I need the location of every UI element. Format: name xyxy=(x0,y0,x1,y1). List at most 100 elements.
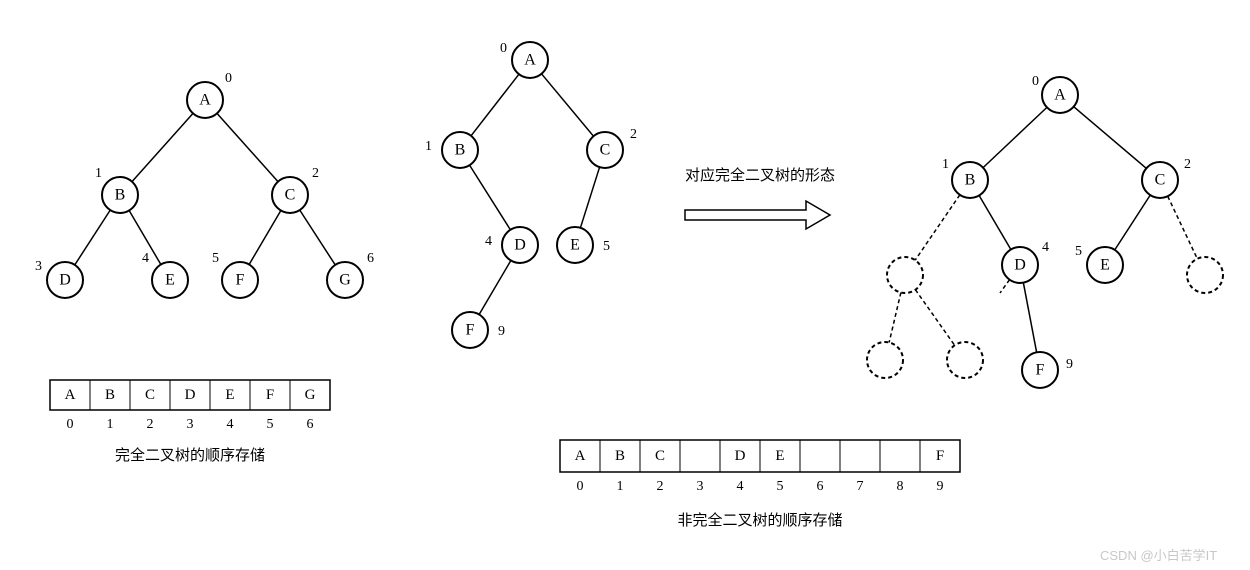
tree-node: B1 xyxy=(95,166,138,213)
table-index: 3 xyxy=(697,479,704,494)
complete-form-tree: A0B1C2D4E5F9 xyxy=(867,74,1223,388)
table-index: 1 xyxy=(107,417,114,432)
tree-node xyxy=(887,257,923,293)
table-index: 2 xyxy=(657,479,664,494)
node-index: 2 xyxy=(630,127,637,142)
incomplete-tree-array: A 0 B 1 C 2 3 D 4 E 5 6 7 8 F 9 xyxy=(560,440,960,494)
table-index: 8 xyxy=(897,479,904,494)
node-label: D xyxy=(59,272,71,289)
complete-tree-array: A 0 B 1 C 2 D 3 E 4 F 5 G 6 xyxy=(50,380,330,432)
table-index: 9 xyxy=(937,479,944,494)
table-index: 7 xyxy=(857,479,864,494)
tree-node: E5 xyxy=(557,227,610,263)
tree-node: B1 xyxy=(425,132,478,168)
tree-node xyxy=(1187,257,1223,293)
tree-node: A0 xyxy=(500,41,548,78)
node-label: B xyxy=(115,187,126,204)
table-index: 4 xyxy=(227,417,234,432)
node-index: 5 xyxy=(1075,244,1082,259)
table-cell: D xyxy=(185,387,196,403)
table-index: 6 xyxy=(817,479,824,494)
table-index: 5 xyxy=(267,417,274,432)
caption-complete: 完全二叉树的顺序存储 xyxy=(115,446,265,464)
tree-node: C2 xyxy=(1142,157,1191,198)
node-index: 5 xyxy=(212,251,219,266)
tree-node: D3 xyxy=(35,259,83,298)
tree-node: C2 xyxy=(587,127,637,168)
node-label: C xyxy=(285,187,296,204)
table-cell: A xyxy=(65,387,76,403)
node-label: A xyxy=(199,92,211,109)
node-label: C xyxy=(1155,172,1166,189)
table-index: 4 xyxy=(737,479,744,494)
node-index: 2 xyxy=(312,166,319,181)
node-index: 4 xyxy=(485,234,492,249)
node-label: E xyxy=(570,237,580,254)
tree-node: A0 xyxy=(187,71,232,118)
tree-node xyxy=(947,342,983,378)
table-index: 0 xyxy=(577,479,584,494)
table-cell: A xyxy=(575,448,586,464)
tree-node: F9 xyxy=(1022,352,1073,388)
node-index: 3 xyxy=(35,259,42,274)
tree-node: F9 xyxy=(452,312,505,348)
tree-node: E4 xyxy=(142,251,188,298)
table-index: 5 xyxy=(777,479,784,494)
node-index: 0 xyxy=(500,41,507,56)
tree-node: B1 xyxy=(942,157,988,198)
node-index: 1 xyxy=(95,166,102,181)
tree-node: C2 xyxy=(272,166,319,213)
node-label: F xyxy=(236,272,245,289)
node-label: D xyxy=(1014,257,1026,274)
table-index: 3 xyxy=(187,417,194,432)
node-label: A xyxy=(1054,87,1066,104)
tree-node: A0 xyxy=(1032,74,1078,113)
table-cell: F xyxy=(266,387,274,403)
node-label: B xyxy=(965,172,976,189)
tree-node: D4 xyxy=(485,227,538,263)
node-index: 2 xyxy=(1184,157,1191,172)
table-cell: B xyxy=(615,448,625,464)
node-label: F xyxy=(1036,362,1045,379)
node-label: F xyxy=(466,322,475,339)
node-label: C xyxy=(600,142,611,159)
table-index: 1 xyxy=(617,479,624,494)
arrow-icon xyxy=(685,201,830,229)
node-label: E xyxy=(1100,257,1110,274)
node-index: 5 xyxy=(603,239,610,254)
node-index: 9 xyxy=(498,324,505,339)
node-index: 1 xyxy=(425,139,432,154)
node-index: 6 xyxy=(367,251,374,266)
watermark: CSDN @小白苦学IT xyxy=(1100,548,1217,563)
tree-node: F5 xyxy=(212,251,258,298)
tree-node xyxy=(867,342,903,378)
node-label: D xyxy=(514,237,526,254)
node-index: 1 xyxy=(942,157,949,172)
table-index: 6 xyxy=(307,417,314,432)
table-cell: B xyxy=(105,387,115,403)
tree-node: E5 xyxy=(1075,244,1123,283)
incomplete-binary-tree: A0B1C2D4E5F9 xyxy=(425,41,637,348)
node-label: B xyxy=(455,142,466,159)
table-cell: C xyxy=(655,448,665,464)
table-index: 0 xyxy=(67,417,74,432)
node-index: 0 xyxy=(1032,74,1039,89)
table-cell: G xyxy=(305,387,316,403)
complete-binary-tree: A0B1C2D3E4F5G6 xyxy=(35,71,374,298)
table-cell: F xyxy=(936,448,944,464)
node-index: 0 xyxy=(225,71,232,86)
table-cell: E xyxy=(225,387,234,403)
tree-node: G6 xyxy=(327,251,374,298)
table-cell: C xyxy=(145,387,155,403)
node-label: E xyxy=(165,272,175,289)
node-label: A xyxy=(524,52,536,69)
node-index: 9 xyxy=(1066,357,1073,372)
caption-incomplete: 非完全二叉树的顺序存储 xyxy=(677,511,842,529)
arrow-label: 对应完全二叉树的形态 xyxy=(685,166,835,184)
table-cell: D xyxy=(735,448,746,464)
table-cell: E xyxy=(775,448,784,464)
node-index: 4 xyxy=(1042,240,1049,255)
node-label: G xyxy=(339,272,351,289)
node-index: 4 xyxy=(142,251,149,266)
table-index: 2 xyxy=(147,417,154,432)
